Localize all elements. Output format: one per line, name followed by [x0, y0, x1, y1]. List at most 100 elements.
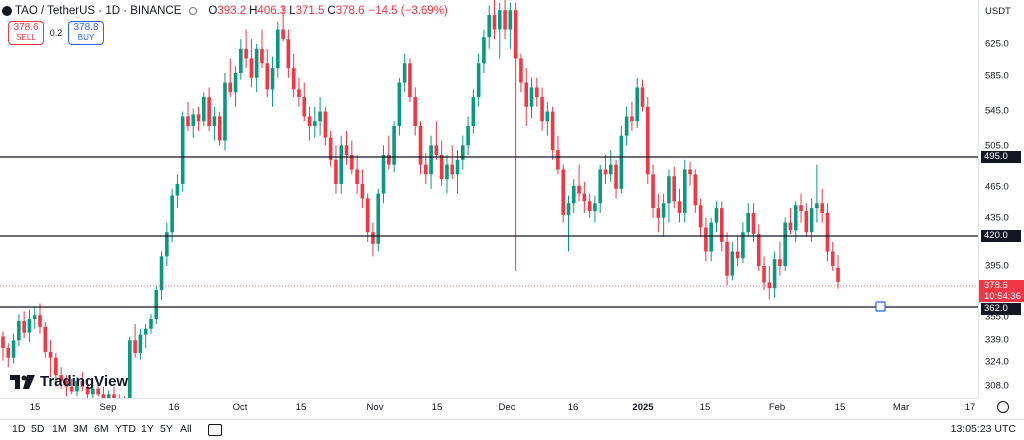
candlestick-chart[interactable]: [0, 0, 978, 398]
candle-body: [54, 357, 58, 376]
time-scale[interactable]: 15 Sep 16 Oct 15 Nov 15 Dec 16 2025 15 Feb 15 Mar 17: [0, 398, 1009, 416]
candle-body: [508, 10, 513, 30]
candle-body: [513, 10, 518, 59]
bar-countdown: 10:54:36: [984, 291, 1021, 302]
candle-body: [17, 321, 21, 341]
tradingview-logo-text: TradingView: [40, 373, 129, 390]
sell-button[interactable]: 378.6 SELL: [8, 21, 44, 45]
candle-body: [27, 319, 32, 333]
high-label: H: [249, 5, 258, 17]
candle-body: [175, 183, 180, 196]
current-price-label: 378.6 10:54:36: [979, 280, 1024, 302]
timeframe-button-1m[interactable]: 1M: [52, 423, 67, 435]
utc-clock[interactable]: 13:05:23 UTC: [950, 423, 1016, 435]
buy-button[interactable]: 378.8 BUY: [68, 21, 104, 45]
symbol-title[interactable]: TAO / TetherUS · 1D · BINANCE: [15, 5, 182, 17]
sell-price: 378.6: [13, 22, 39, 33]
candle-body: [165, 232, 169, 257]
price-tick-label: 545.0: [985, 105, 1009, 117]
candle-body: [619, 135, 624, 189]
level-drag-handle[interactable]: [875, 301, 886, 312]
candle-body: [608, 164, 613, 175]
currency-label[interactable]: USDT: [985, 6, 1011, 17]
level-price-label[interactable]: 420.0: [981, 230, 1021, 242]
candle-body: [260, 48, 264, 64]
candle-body: [106, 394, 111, 398]
candle-body: [645, 106, 650, 175]
candle-body: [6, 348, 11, 358]
time-tick-label: Feb: [768, 402, 786, 413]
candle-body: [387, 155, 391, 165]
candle-body: [323, 111, 328, 138]
timeframe-button-6m[interactable]: 6M: [94, 423, 109, 435]
candle-body: [286, 39, 291, 69]
candle-body: [38, 315, 42, 327]
candle-body: [186, 116, 190, 127]
candle-body: [534, 87, 539, 98]
candle-body: [603, 169, 608, 175]
timeframe-button-ytd[interactable]: YTD: [115, 423, 136, 435]
candle-body: [487, 15, 492, 38]
candle-body: [577, 185, 581, 194]
level-price-label[interactable]: 495.0: [981, 151, 1021, 163]
candle-body: [709, 222, 713, 252]
close-label: C: [327, 5, 336, 17]
candle-body: [635, 87, 639, 122]
candle-body: [682, 169, 687, 213]
candle-body: [460, 145, 465, 160]
timeframe-button-3m[interactable]: 3M: [73, 423, 88, 435]
price-tick-label: 355.0: [985, 311, 1009, 323]
candle-body: [445, 164, 449, 180]
candle-body: [714, 208, 719, 223]
timeframe-button-5y[interactable]: 5Y: [160, 423, 173, 435]
candle-body: [1, 336, 5, 349]
candle-body: [651, 174, 655, 209]
candle-body: [207, 97, 211, 127]
candle-body: [249, 58, 254, 78]
high-value: 406.3: [257, 5, 287, 17]
candle-body: [725, 241, 729, 276]
price-scale[interactable]: USDT 625.0 585.0 545.0 505.0 465.0 435.0 395.0…: [978, 0, 1024, 398]
candle-body: [112, 394, 116, 398]
candle-body: [149, 319, 153, 329]
candle-body: [281, 29, 285, 40]
candle-body: [730, 251, 735, 276]
candle-body: [793, 205, 798, 231]
candle-body: [762, 266, 766, 283]
candle-body: [334, 159, 338, 184]
candle-body: [540, 97, 544, 122]
candle-body: [598, 169, 603, 204]
tradingview-logo[interactable]: TradingView: [10, 373, 128, 390]
chart-settings-icon[interactable]: [997, 401, 1009, 413]
candle-body: [482, 37, 486, 64]
time-tick-label: 15: [295, 402, 307, 413]
time-tick-label: 15: [29, 402, 41, 413]
candle-body: [503, 10, 507, 30]
tradingview-logo-icon: [10, 374, 35, 389]
candle-body: [307, 116, 312, 127]
timeframe-button-5d[interactable]: 5D: [31, 423, 45, 435]
chart-area[interactable]: TAO / TetherUS · 1D · BINANCE O 393.2 H 40…: [0, 0, 978, 398]
price-tick-label: 625.0: [985, 38, 1009, 50]
time-tick-label: 16: [168, 402, 180, 413]
price-tick-label: 505.0: [985, 140, 1009, 152]
candle-body: [820, 203, 824, 213]
candle-body: [339, 145, 344, 184]
timeframe-button-all[interactable]: All: [180, 423, 192, 435]
timeframe-button-1d[interactable]: 1D: [12, 423, 26, 435]
candle-body: [545, 111, 550, 122]
candle-body: [138, 334, 143, 353]
candle-body: [381, 155, 386, 194]
time-tick-label: 15: [431, 402, 443, 413]
candle-body: [350, 155, 354, 170]
timeframe-button-1y[interactable]: 1Y: [141, 423, 154, 435]
candle-body: [59, 375, 63, 381]
candle-body: [529, 87, 534, 107]
candle-body: [476, 63, 481, 98]
candle-body: [69, 386, 74, 392]
candle-body: [677, 201, 682, 213]
time-tick-label: Nov: [366, 402, 384, 413]
date-range-icon[interactable]: [208, 424, 222, 436]
candle-body: [614, 164, 618, 189]
level-price-label[interactable]: 362.0: [981, 303, 1021, 315]
